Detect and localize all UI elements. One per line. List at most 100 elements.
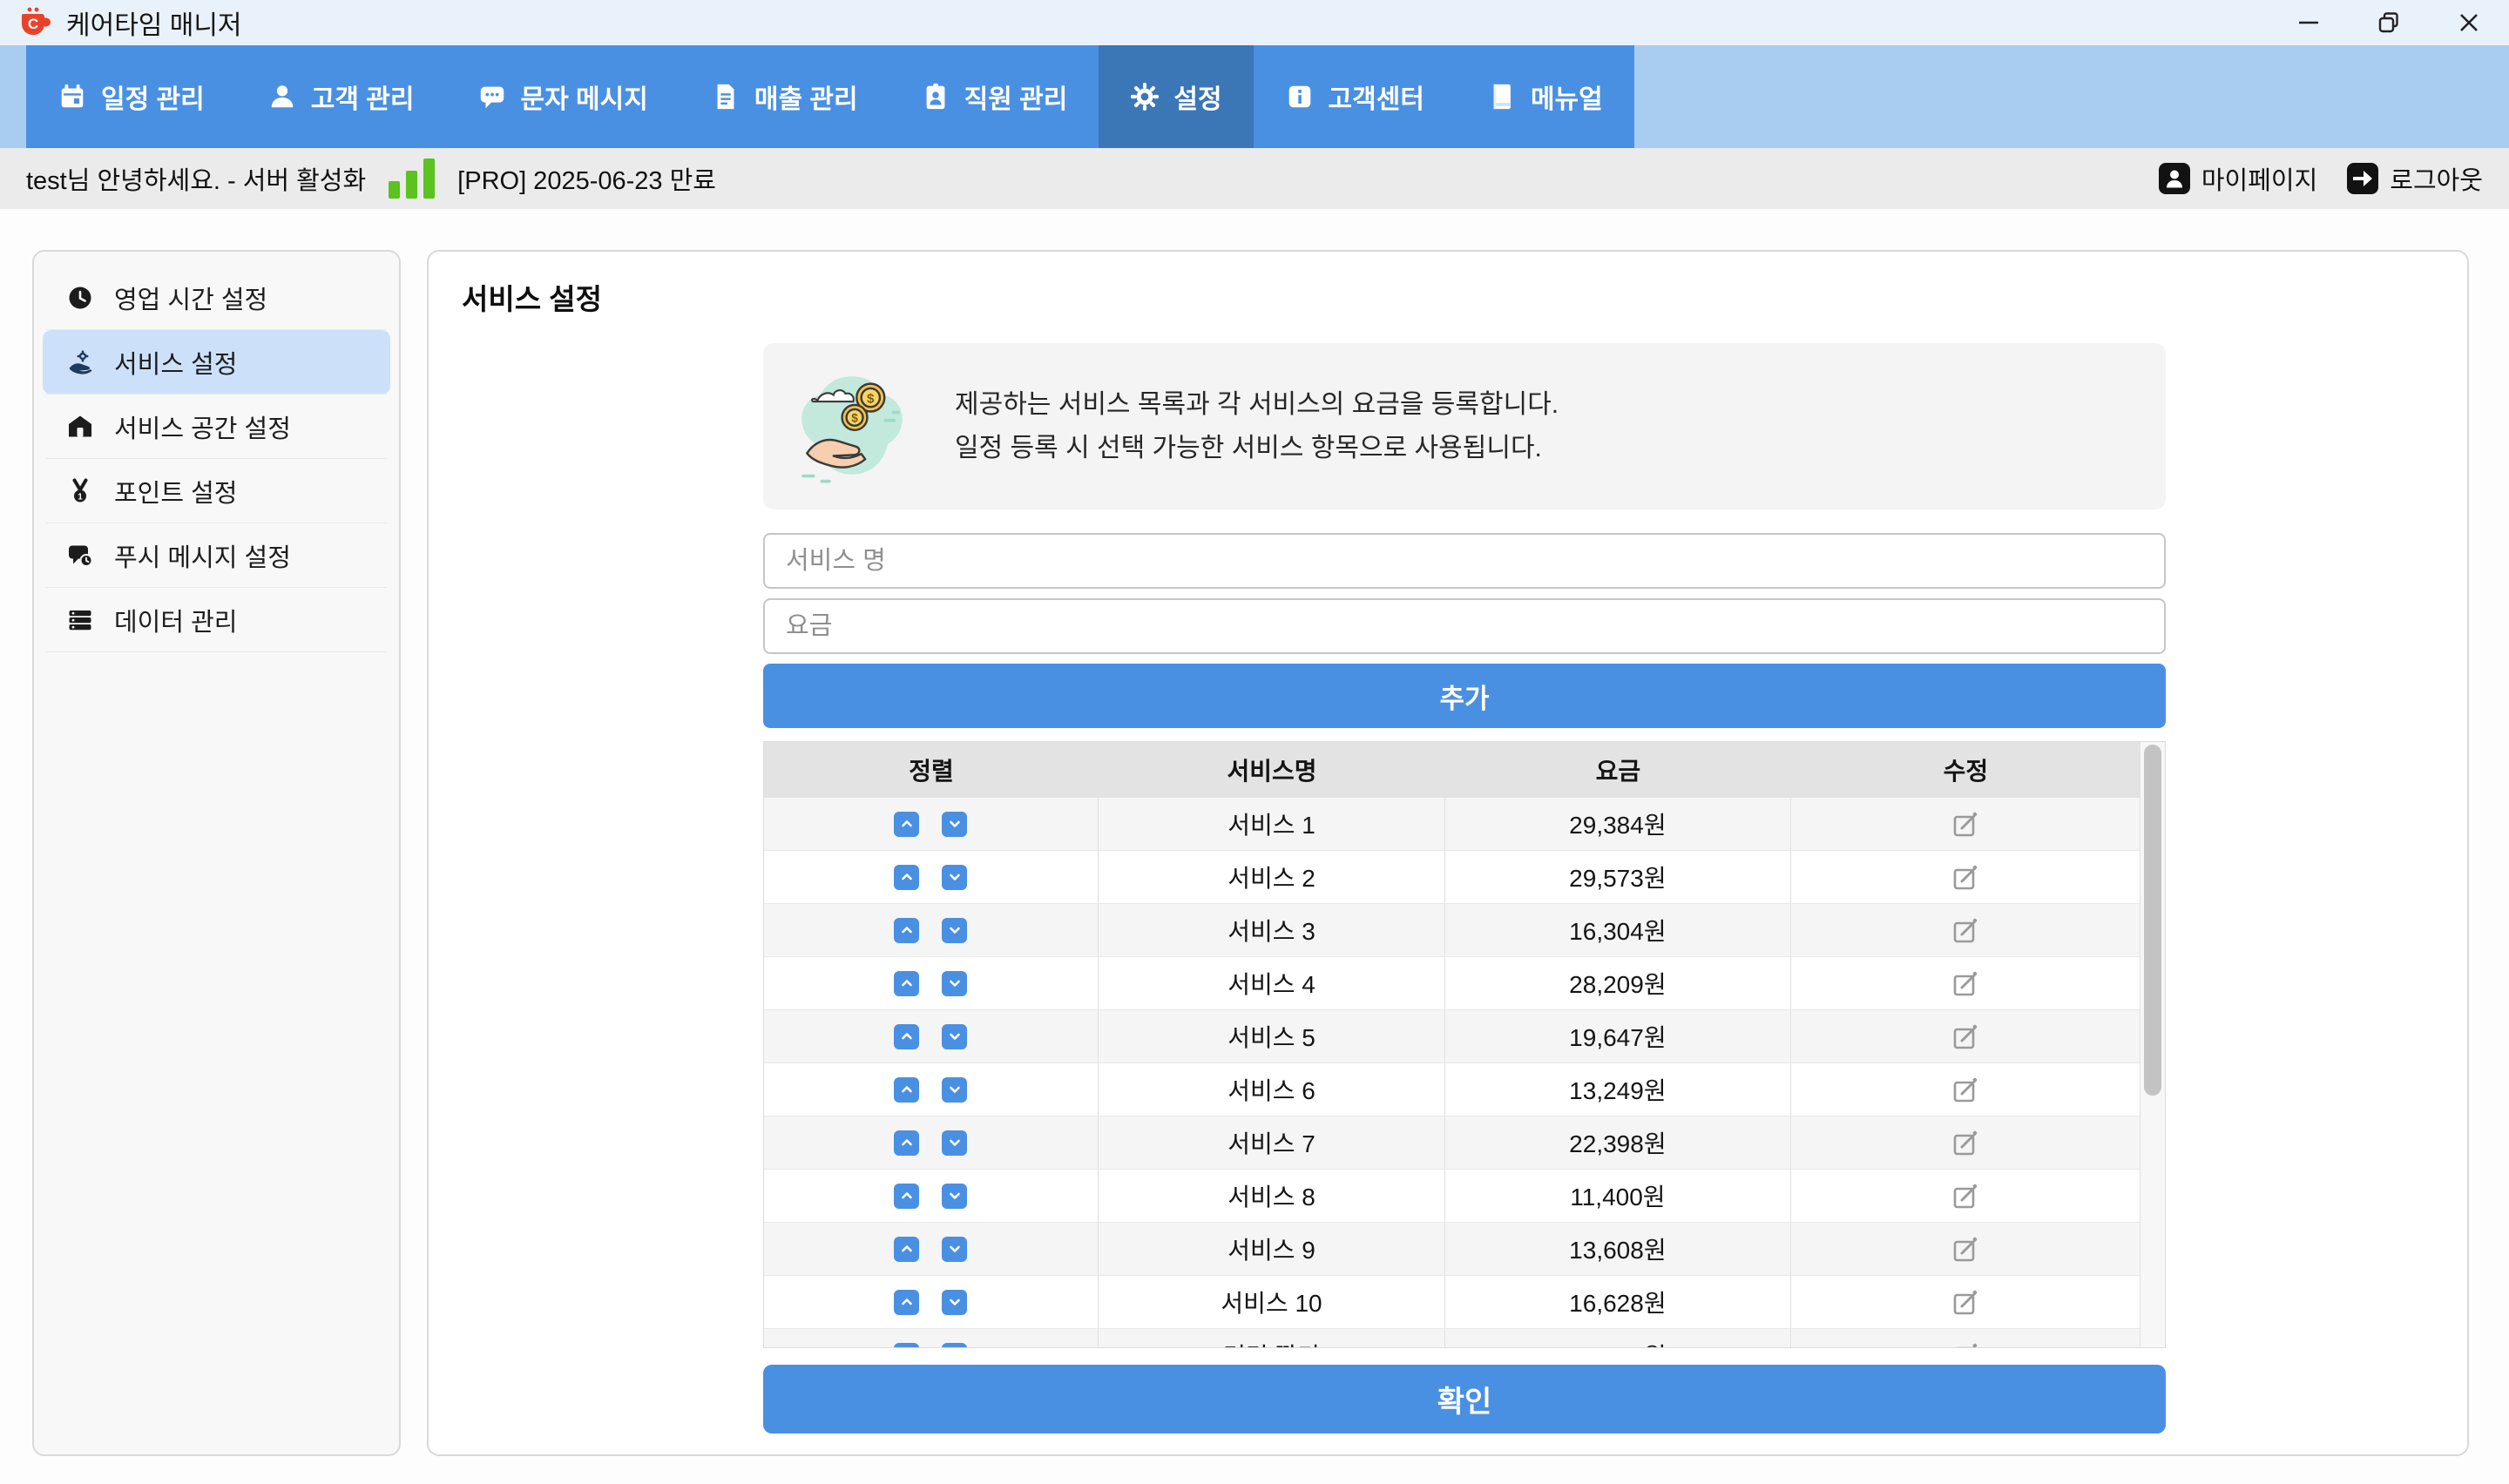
sidebar-item-business-hours[interactable]: 영업 시간 설정 [43,266,390,330]
tab-support[interactable]: 고객센터 [1254,45,1456,148]
chevron-up-icon [902,1033,912,1040]
edit-pencil-icon [1954,918,1978,943]
sidebar-item-label: 데이터 관리 [114,609,238,637]
move-up-button[interactable] [894,1183,920,1209]
mypage-button[interactable]: 마이페이지 [2158,160,2317,197]
edit-button[interactable] [1951,862,1980,892]
tab-messages[interactable]: 문자 메시지 [446,45,680,148]
tab-schedule[interactable]: 일정 관리 [26,45,236,148]
move-down-button[interactable] [942,1289,968,1315]
sidebar-item-label: 서비스 공간 설정 [114,415,291,443]
chevron-up-icon [902,1298,912,1305]
person-icon [271,85,294,108]
price-input[interactable] [763,598,2166,654]
move-up-button[interactable] [894,864,920,890]
move-down-button[interactable] [942,1076,968,1103]
restore-button[interactable] [2349,0,2429,45]
medal-icon: 1 [72,478,88,503]
gear-icon [1131,82,1160,111]
move-down-button[interactable] [942,811,968,837]
move-down-button[interactable] [942,970,968,996]
service-price-cell: 13,249원 [1445,1063,1791,1116]
logout-label: 로그아웃 [2390,167,2483,195]
tab-staff[interactable]: 직원 관리 [889,45,1099,148]
confirm-button[interactable]: 확인 [763,1365,2166,1433]
move-down-button[interactable] [942,1023,968,1049]
edit-button[interactable] [1951,1181,1980,1211]
move-down-button[interactable] [942,917,968,943]
service-name-cell: 서비스 9 [1099,1223,1446,1275]
edit-pencil-icon [1954,1184,1978,1209]
main-column: $ $ 제공하는 서비스 목록과 각 서비스의 요금을 등록합니다. 일정 등록… [763,343,2166,1433]
edit-cell [1791,1010,2140,1062]
edit-button[interactable] [1951,1075,1980,1104]
service-name-cell: 서비스 8 [1099,1170,1446,1222]
sidebar-item-service-space[interactable]: 서비스 공간 설정 [43,395,390,459]
svg-text:1: 1 [78,493,83,503]
sidebar-item-service-settings[interactable]: 서비스 설정 [43,330,390,395]
edit-button[interactable] [1951,1128,1980,1157]
move-down-button[interactable] [942,1342,968,1347]
sort-cell [764,957,1099,1009]
service-name-cell: 서비스 3 [1099,904,1446,956]
move-up-button[interactable] [894,1076,920,1103]
edit-button[interactable] [1951,1022,1980,1051]
titlebar: C 케어타임 매니저 [0,0,2509,45]
edit-pencil-icon [1954,1290,1978,1315]
tab-sales[interactable]: 매출 관리 [680,45,889,148]
service-price-cell: 13,608원 [1445,1223,1791,1275]
move-up-button[interactable] [894,1236,920,1262]
table-scrollbar[interactable] [2140,742,2165,1347]
move-up-button[interactable] [894,970,920,996]
move-up-button[interactable] [894,1130,920,1156]
service-name-input[interactable] [763,533,2166,589]
table-row: 서비스 1 29,384원 [764,798,2140,851]
tab-settings[interactable]: 설정 [1099,45,1254,148]
edit-button[interactable] [1951,809,1980,839]
move-down-button[interactable] [942,1183,968,1209]
chevron-up-icon [902,927,912,934]
chevron-up-icon [902,874,912,880]
chevron-down-icon [950,980,960,987]
edit-cell [1791,904,2140,956]
edit-button[interactable] [1951,968,1980,998]
info-icon [1288,85,1310,108]
edit-button[interactable] [1951,1234,1980,1264]
move-down-button[interactable] [942,1236,968,1262]
move-up-button[interactable] [894,917,920,943]
minimize-icon [2299,21,2318,24]
move-down-button[interactable] [942,1130,968,1156]
move-up-button[interactable] [894,1023,920,1049]
sidebar-item-label: 포인트 설정 [114,480,238,508]
move-down-button[interactable] [942,864,968,890]
tab-label: 고객 관리 [310,85,415,114]
sort-cell [764,851,1099,903]
service-price-cell: 28,209원 [1445,957,1791,1009]
settings-sidebar: 영업 시간 설정 서비스 설정 서비스 공간 설정 1 포인트 설정 [32,250,401,1456]
edit-button[interactable] [1951,1287,1980,1317]
tab-customers[interactable]: 고객 관리 [236,45,446,148]
service-name-cell: 서비스 6 [1099,1063,1446,1116]
move-up-button[interactable] [894,1342,920,1347]
logout-button[interactable]: 로그아웃 [2347,160,2483,197]
close-button[interactable] [2429,0,2509,45]
scrollbar-thumb[interactable] [2144,745,2161,1096]
sidebar-item-data-management[interactable]: 데이터 관리 [43,588,390,652]
add-button[interactable]: 추가 [763,664,2166,728]
edit-pencil-icon [1954,1024,1978,1049]
move-up-button[interactable] [894,811,920,837]
minimize-button[interactable] [2269,0,2349,45]
sort-cell [764,1063,1099,1116]
chevron-up-icon [902,1086,912,1093]
sidebar-item-push-messages[interactable]: 푸시 메시지 설정 [43,523,390,588]
edit-button[interactable] [1951,915,1980,945]
move-up-button[interactable] [894,1289,920,1315]
sidebar-item-label: 영업 시간 설정 [114,287,268,314]
app-logo-mug-icon: C [22,7,51,36]
edit-button[interactable] [1951,1340,1980,1347]
sidebar-item-points[interactable]: 1 포인트 설정 [43,459,390,523]
sort-cell [764,798,1099,850]
sort-cell [764,1329,1099,1347]
tab-manual[interactable]: 메뉴얼 [1456,45,1634,148]
table-row: 서비스 8 11,400원 [764,1170,2140,1223]
